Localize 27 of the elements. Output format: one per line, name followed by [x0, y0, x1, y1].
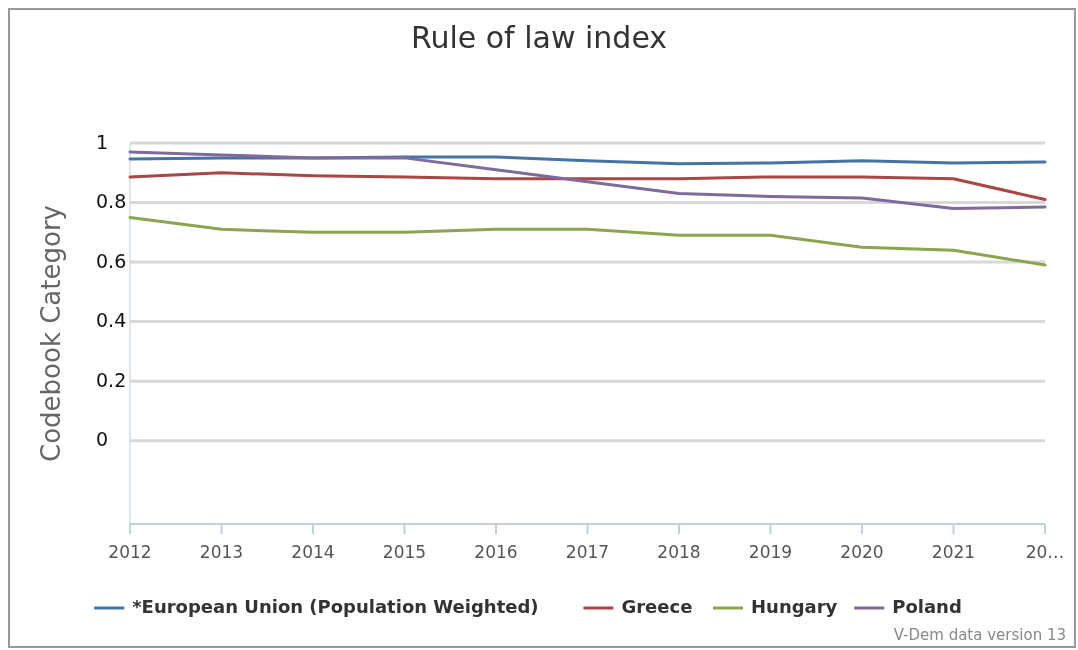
x-tick-label: 2016 — [474, 542, 518, 562]
legend-label: Poland — [892, 596, 962, 617]
legend-label: Hungary — [751, 596, 838, 617]
x-tick-label: 2017 — [565, 542, 610, 562]
x-tick-label: 2019 — [748, 542, 793, 562]
x-tick-label: 2021 — [931, 542, 976, 562]
y-tick-label: 0 — [96, 428, 109, 451]
y-tick-label: 0.4 — [96, 309, 127, 332]
chart-title: Rule of law index — [410, 20, 668, 55]
x-tick-label: 20… — [1025, 542, 1065, 562]
y-tick-label: 1 — [96, 130, 109, 153]
x-tick-label: 2020 — [840, 542, 884, 562]
text: V-Dem data version 13 — [893, 626, 1066, 644]
x-tick-label: 2015 — [382, 542, 427, 562]
y-axis-title: Codebook Category — [36, 205, 66, 462]
y-tick-label: 0.2 — [96, 368, 127, 391]
x-tick-label: 2012 — [108, 542, 152, 562]
legend-label: Greece — [621, 596, 693, 617]
legend-label: *European Union (Population Weighted) — [132, 596, 539, 617]
y-tick-label: 0.8 — [96, 190, 127, 213]
line-series — [128, 215, 1047, 267]
x-tick-label: 2014 — [291, 542, 335, 562]
line-series — [128, 171, 1047, 202]
line-series — [128, 150, 1047, 210]
x-tick-label: 2018 — [657, 542, 701, 562]
y-tick-label: 0.6 — [96, 249, 127, 272]
x-tick-label: 2013 — [199, 542, 244, 562]
